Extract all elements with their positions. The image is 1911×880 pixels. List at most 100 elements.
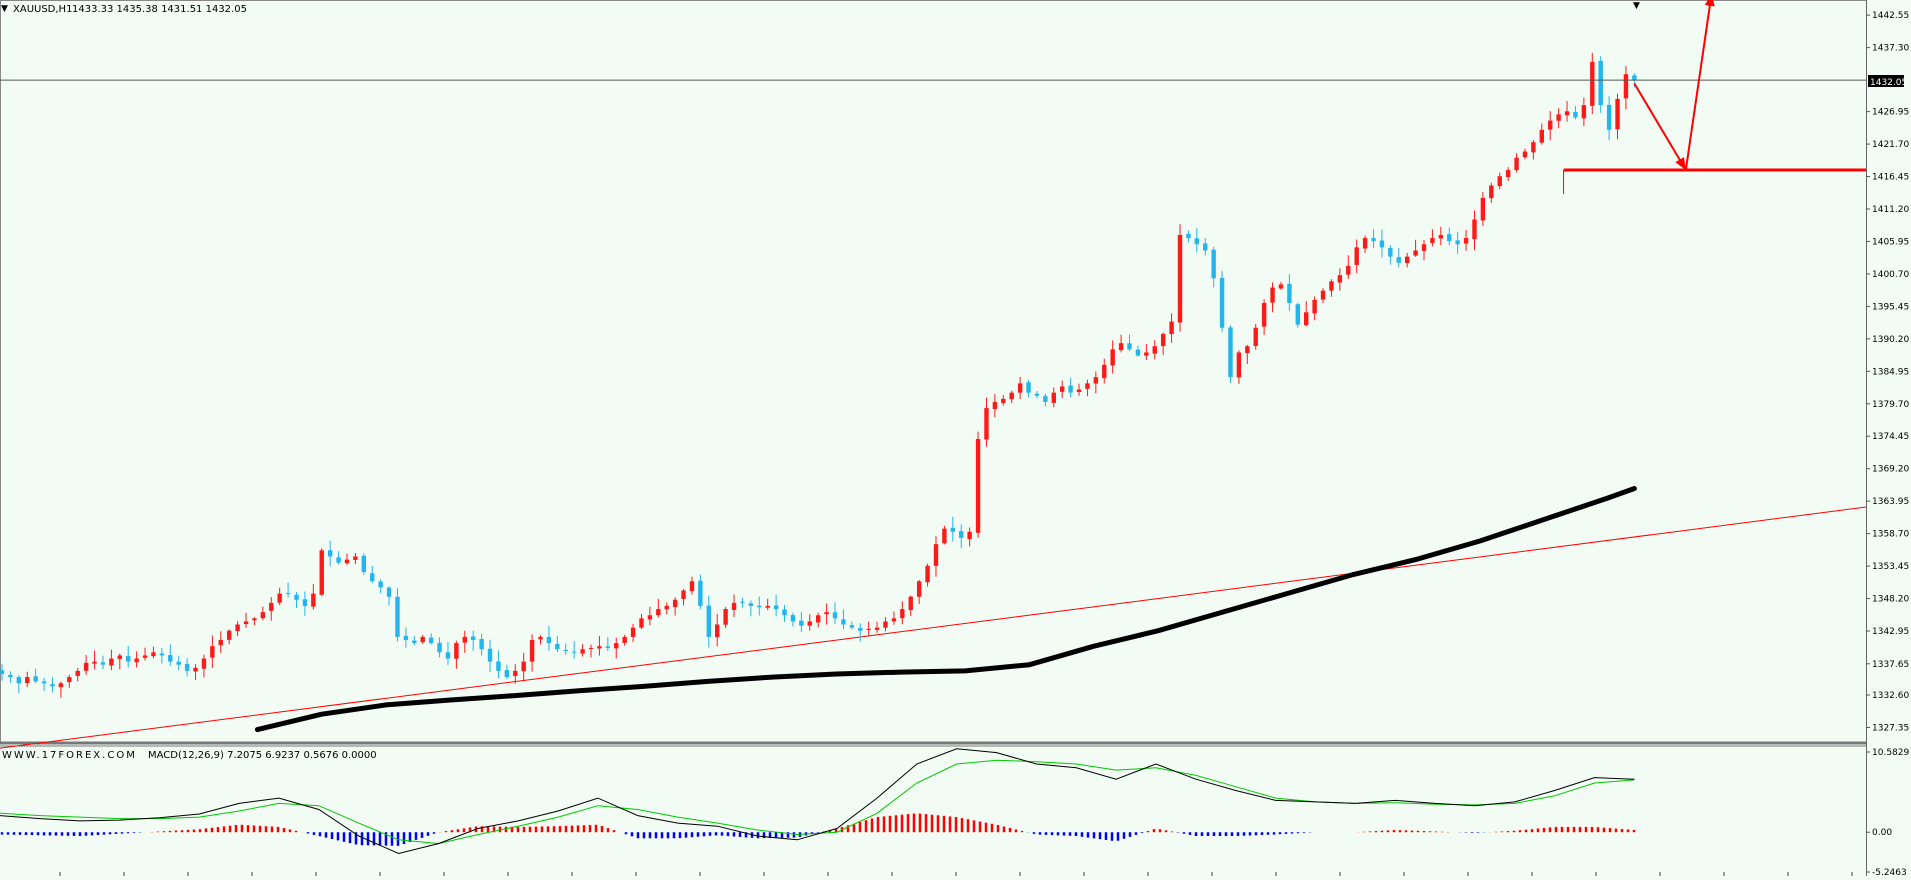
candle[interactable] — [563, 643, 568, 655]
candle[interactable] — [1472, 210, 1477, 251]
candle[interactable] — [311, 584, 316, 610]
candle[interactable] — [933, 536, 939, 577]
candle[interactable] — [1548, 111, 1553, 141]
candle[interactable] — [639, 613, 644, 630]
candle[interactable] — [546, 625, 552, 651]
candle[interactable] — [1304, 301, 1309, 327]
candle[interactable] — [1329, 279, 1334, 297]
candle[interactable] — [319, 548, 324, 597]
candle[interactable] — [1388, 245, 1393, 265]
candle[interactable] — [479, 633, 484, 656]
candle[interactable] — [41, 677, 47, 692]
candle[interactable] — [1278, 281, 1284, 290]
candle[interactable] — [664, 602, 669, 615]
candle[interactable] — [790, 612, 796, 627]
candle[interactable] — [605, 636, 611, 652]
candle[interactable] — [151, 646, 156, 659]
candle[interactable] — [1346, 255, 1351, 279]
candle[interactable] — [555, 635, 560, 653]
candle[interactable] — [1160, 332, 1166, 356]
candle[interactable] — [437, 637, 442, 658]
candle[interactable] — [731, 594, 737, 618]
candle[interactable] — [193, 664, 198, 681]
candle[interactable] — [1514, 153, 1519, 173]
candle[interactable] — [159, 648, 165, 664]
candle[interactable] — [1404, 252, 1410, 268]
candle[interactable] — [378, 579, 383, 594]
candle[interactable] — [1068, 377, 1073, 398]
candle[interactable] — [1177, 224, 1183, 332]
candle[interactable] — [8, 671, 13, 683]
candle[interactable] — [1539, 123, 1545, 145]
candle[interactable] — [1236, 350, 1242, 384]
candle[interactable] — [950, 516, 956, 542]
candle[interactable] — [218, 631, 223, 653]
candle[interactable] — [1059, 380, 1065, 399]
candle[interactable] — [874, 621, 880, 633]
candle[interactable] — [1034, 391, 1040, 399]
candle[interactable] — [395, 588, 400, 642]
candle[interactable] — [630, 623, 636, 643]
candle[interactable] — [925, 563, 930, 587]
candle[interactable] — [1076, 383, 1082, 396]
candle[interactable] — [1623, 65, 1629, 110]
candle[interactable] — [1489, 182, 1494, 203]
candle[interactable] — [984, 397, 989, 447]
candle[interactable] — [83, 654, 89, 675]
candle[interactable] — [336, 551, 341, 565]
candle[interactable] — [773, 594, 779, 617]
candle[interactable] — [841, 609, 846, 630]
candle[interactable] — [1017, 376, 1023, 400]
candle[interactable] — [33, 668, 38, 684]
candle[interactable] — [908, 595, 913, 617]
candle[interactable] — [1438, 226, 1444, 246]
candle[interactable] — [1455, 231, 1460, 254]
candle[interactable] — [1043, 393, 1048, 407]
candle[interactable] — [353, 552, 358, 565]
candle[interactable] — [1522, 148, 1528, 160]
candle[interactable] — [269, 597, 274, 621]
candle[interactable] — [1581, 97, 1587, 127]
candle[interactable] — [891, 611, 897, 625]
candle[interactable] — [1194, 228, 1200, 253]
candle[interactable] — [109, 649, 114, 671]
candle[interactable] — [1211, 246, 1216, 288]
candle[interactable] — [1245, 344, 1250, 365]
candle[interactable] — [807, 614, 812, 631]
candle[interactable] — [622, 634, 627, 646]
candle[interactable] — [1009, 390, 1014, 404]
candle[interactable] — [1093, 371, 1099, 394]
candle[interactable] — [16, 675, 22, 694]
candle[interactable] — [327, 540, 333, 567]
candle[interactable] — [513, 664, 518, 684]
candle[interactable] — [715, 613, 720, 647]
candle[interactable] — [1287, 273, 1292, 311]
candle[interactable] — [100, 655, 106, 670]
candle[interactable] — [799, 612, 804, 633]
candle[interactable] — [294, 592, 299, 609]
candle[interactable] — [226, 629, 232, 645]
moving-average-line[interactable] — [254, 486, 1637, 733]
candle[interactable] — [277, 587, 282, 606]
candle[interactable] — [959, 524, 964, 549]
candle[interactable] — [942, 525, 947, 545]
candle[interactable] — [866, 621, 871, 637]
candle[interactable] — [1362, 235, 1368, 253]
candle[interactable] — [496, 650, 501, 679]
candle[interactable] — [454, 640, 459, 669]
candle[interactable] — [1186, 230, 1191, 243]
candle[interactable] — [782, 604, 787, 622]
candle[interactable] — [184, 658, 190, 677]
candle[interactable] — [142, 647, 148, 661]
candle[interactable] — [1085, 379, 1090, 397]
candle[interactable] — [1497, 172, 1502, 189]
candle[interactable] — [975, 431, 981, 538]
candle[interactable] — [462, 630, 467, 653]
candle[interactable] — [689, 576, 695, 595]
candle[interactable] — [302, 591, 308, 616]
candle[interactable] — [1253, 324, 1258, 350]
candle[interactable] — [538, 635, 543, 645]
candle[interactable] — [1320, 288, 1326, 304]
candle[interactable] — [698, 574, 703, 610]
candle[interactable] — [1270, 282, 1275, 313]
